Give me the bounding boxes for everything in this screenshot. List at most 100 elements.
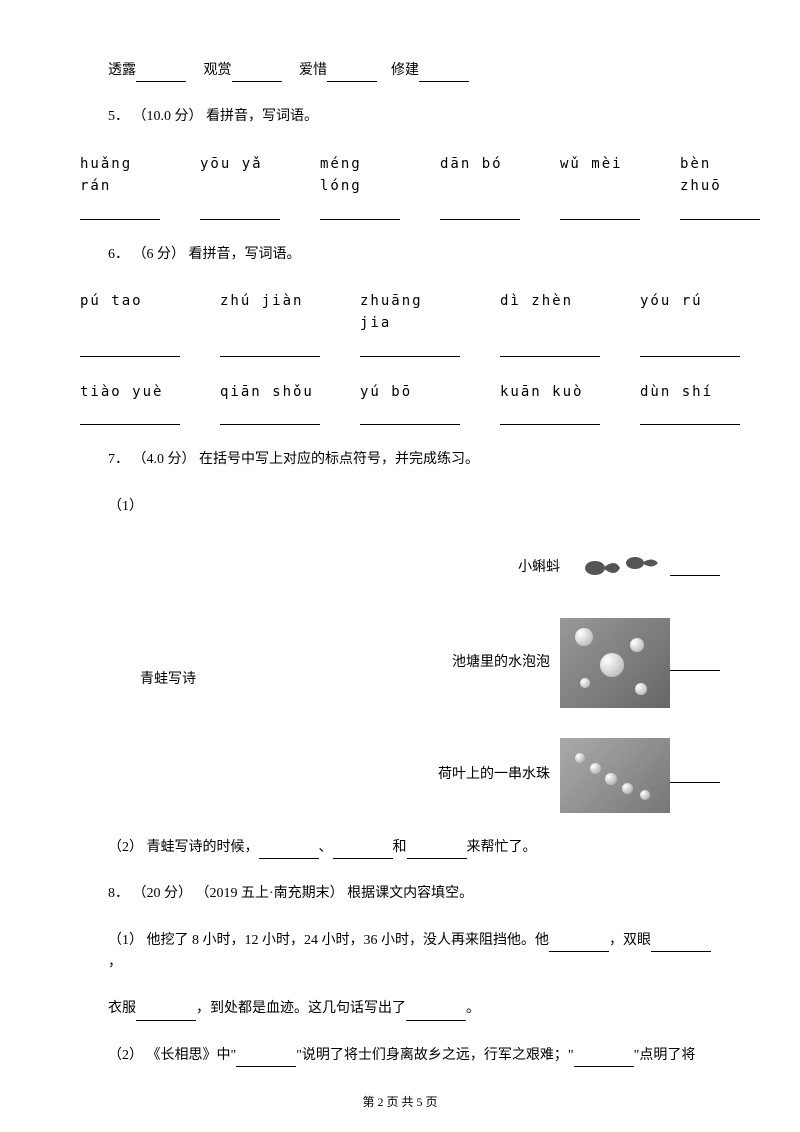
- blank[interactable]: [333, 843, 393, 859]
- pinyin: pú tao: [80, 290, 180, 335]
- q6-title: 看拼音，写词语。: [189, 247, 301, 262]
- q6-points: （6 分）: [133, 247, 186, 262]
- pinyin: dì zhèn: [500, 290, 600, 335]
- blank[interactable]: [419, 66, 469, 82]
- q8-header: 8． （20 分） （2019 五上·南充期末） 根据课文内容填空。: [80, 883, 720, 905]
- pinyin: qiān shǒu: [220, 381, 320, 403]
- blank[interactable]: [136, 1005, 196, 1021]
- q5-answer-row: [80, 204, 720, 220]
- blank[interactable]: [232, 66, 282, 82]
- q7-number: 7．: [108, 452, 129, 467]
- q7-item-2: 池塘里的水泡泡: [452, 618, 720, 708]
- q7-sub2-suffix: 来帮忙了。: [467, 840, 537, 855]
- q7-sub2-prefix: （2） 青蛙写诗的时候，: [108, 840, 259, 855]
- q7-points: （4.0 分）: [133, 452, 196, 467]
- pinyin: méng lóng: [320, 153, 400, 198]
- blank[interactable]: [407, 843, 467, 859]
- q8-p2: （2） 《长相思》中" "说明了将士们身离故乡之远，行军之艰难；" "点明了将: [80, 1045, 720, 1067]
- pinyin: zhú jiàn: [220, 290, 320, 335]
- blank[interactable]: [574, 1051, 634, 1067]
- q6-pinyin-row1: pú tao zhú jiàn zhuāng jia dì zhèn yóu r…: [80, 290, 720, 335]
- blank[interactable]: [327, 66, 377, 82]
- q7-sub1: （1）: [80, 496, 720, 518]
- answer-blank[interactable]: [680, 204, 760, 220]
- q8-points: （20 分）: [133, 886, 193, 901]
- q7-header: 7． （4.0 分） 在括号中写上对应的标点符号，并完成练习。: [80, 449, 720, 471]
- text: ，双眼: [609, 933, 651, 948]
- pinyin: yōu yǎ: [200, 153, 280, 198]
- q4-word-2: 观赏: [204, 63, 232, 78]
- blank[interactable]: [549, 936, 609, 952]
- drops-image: [560, 738, 670, 813]
- text: "说明了将士们身离故乡之远，行军之艰难；": [296, 1048, 573, 1063]
- q5-points: （10.0 分）: [133, 109, 203, 124]
- q8-p1: （1） 他挖了 8 小时，12 小时，24 小时，36 小时，没人再来阻挡他。他…: [80, 930, 720, 975]
- text: ，: [108, 955, 122, 970]
- q8-title: 根据课文内容填空。: [347, 886, 473, 901]
- q6-answer-row1: [80, 341, 720, 357]
- q7-item-3: 荷叶上的一串水珠: [438, 738, 720, 813]
- answer-blank[interactable]: [320, 204, 400, 220]
- q6-number: 6．: [108, 247, 129, 262]
- q7-sub2: （2） 青蛙写诗的时候，、和来帮忙了。: [80, 837, 720, 859]
- blank[interactable]: [670, 560, 720, 576]
- page-footer: 第 2 页 共 5 页: [0, 1093, 800, 1112]
- q4-words: 透露 观赏 爱惜 修建: [80, 60, 720, 82]
- q5-number: 5．: [108, 109, 129, 124]
- q7-item3-label: 荷叶上的一串水珠: [438, 764, 550, 786]
- answer-blank[interactable]: [80, 204, 160, 220]
- pinyin: dān bó: [440, 153, 520, 198]
- answer-blank[interactable]: [200, 204, 280, 220]
- answer-blank[interactable]: [220, 341, 320, 357]
- answer-blank[interactable]: [360, 409, 460, 425]
- pinyin: huǎng rán: [80, 153, 160, 198]
- q4-word-4: 修建: [391, 63, 419, 78]
- q7-diagram: 青蛙写诗 小蝌蚪 池塘里的水泡泡: [80, 548, 720, 813]
- q7-item-1: 小蝌蚪: [518, 548, 720, 588]
- q5-pinyin-row: huǎng rán yōu yǎ méng lóng dān bó wǔ mèi…: [80, 153, 720, 198]
- answer-blank[interactable]: [220, 409, 320, 425]
- text: ，到处都是血迹。这几句话写出了: [196, 1001, 406, 1016]
- q6-answer-row2: [80, 409, 720, 425]
- q6-pinyin-row2: tiào yuè qiān shǒu yú bō kuān kuò dùn sh…: [80, 381, 720, 403]
- blank[interactable]: [670, 767, 720, 783]
- q8-number: 8．: [108, 886, 129, 901]
- q7-left-label: 青蛙写诗: [80, 669, 220, 691]
- text: 衣服: [108, 1001, 136, 1016]
- answer-blank[interactable]: [640, 409, 740, 425]
- q4-word-3: 爱惜: [299, 63, 327, 78]
- q8-meta: （2019 五上·南充期末）: [196, 886, 344, 901]
- q5-title: 看拼音，写词语。: [206, 109, 318, 124]
- pinyin: yóu rú: [640, 290, 740, 335]
- answer-blank[interactable]: [360, 341, 460, 357]
- answer-blank[interactable]: [500, 341, 600, 357]
- blank[interactable]: [236, 1051, 296, 1067]
- pinyin: zhuāng jia: [360, 290, 460, 335]
- pinyin: kuān kuò: [500, 381, 600, 403]
- blank[interactable]: [259, 843, 319, 859]
- tadpole-icon: [570, 548, 670, 588]
- blank[interactable]: [670, 655, 720, 671]
- answer-blank[interactable]: [80, 341, 180, 357]
- text: （2） 《长相思》中": [108, 1048, 236, 1063]
- blank[interactable]: [406, 1005, 466, 1021]
- pinyin: dùn shí: [640, 381, 740, 403]
- pinyin: tiào yuè: [80, 381, 180, 403]
- pinyin: wǔ mèi: [560, 153, 640, 198]
- blank[interactable]: [136, 66, 186, 82]
- text: "点明了将: [634, 1048, 696, 1063]
- bubble-image: [560, 618, 670, 708]
- text: （1） 他挖了 8 小时，12 小时，24 小时，36 小时，没人再来阻挡他。他: [108, 933, 549, 948]
- answer-blank[interactable]: [440, 204, 520, 220]
- blank[interactable]: [651, 936, 711, 952]
- pinyin: bèn zhuō: [680, 153, 760, 198]
- q5-header: 5． （10.0 分） 看拼音，写词语。: [80, 106, 720, 128]
- text: 。: [466, 1001, 480, 1016]
- pinyin: yú bō: [360, 381, 460, 403]
- q6-header: 6． （6 分） 看拼音，写词语。: [80, 244, 720, 266]
- answer-blank[interactable]: [500, 409, 600, 425]
- answer-blank[interactable]: [80, 409, 180, 425]
- answer-blank[interactable]: [560, 204, 640, 220]
- answer-blank[interactable]: [640, 341, 740, 357]
- q8-p1-cont: 衣服 ，到处都是血迹。这几句话写出了 。: [80, 998, 720, 1020]
